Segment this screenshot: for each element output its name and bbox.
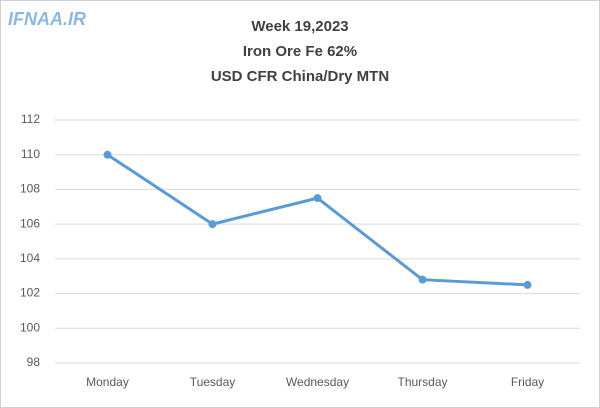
x-tick-label: Thursday [397,375,447,389]
y-tick-label: 106 [20,216,40,230]
chart-title: Iron Ore Fe 62% [243,43,357,60]
y-tick-label: 112 [21,112,40,126]
chart-title: Week 19,2023 [251,18,348,35]
x-tick-label: Monday [86,375,129,389]
chart-title: USD CFR China/Dry MTN [211,68,389,85]
y-tick-label: 98 [27,355,41,369]
data-point [418,275,427,284]
data-point [103,150,112,159]
x-tick-label: Wednesday [286,375,349,389]
data-point [523,280,532,289]
x-tick-label: Tuesday [190,375,236,389]
y-tick-label: 110 [21,147,40,161]
y-tick-label: 100 [20,320,40,334]
y-tick-label: 104 [20,251,40,265]
y-tick-label: 108 [20,182,40,196]
x-tick-label: Friday [511,375,544,389]
y-tick-label: 102 [20,286,40,300]
data-point [313,194,322,203]
data-point [208,220,217,229]
watermark: IFNAA.IR [8,9,86,29]
